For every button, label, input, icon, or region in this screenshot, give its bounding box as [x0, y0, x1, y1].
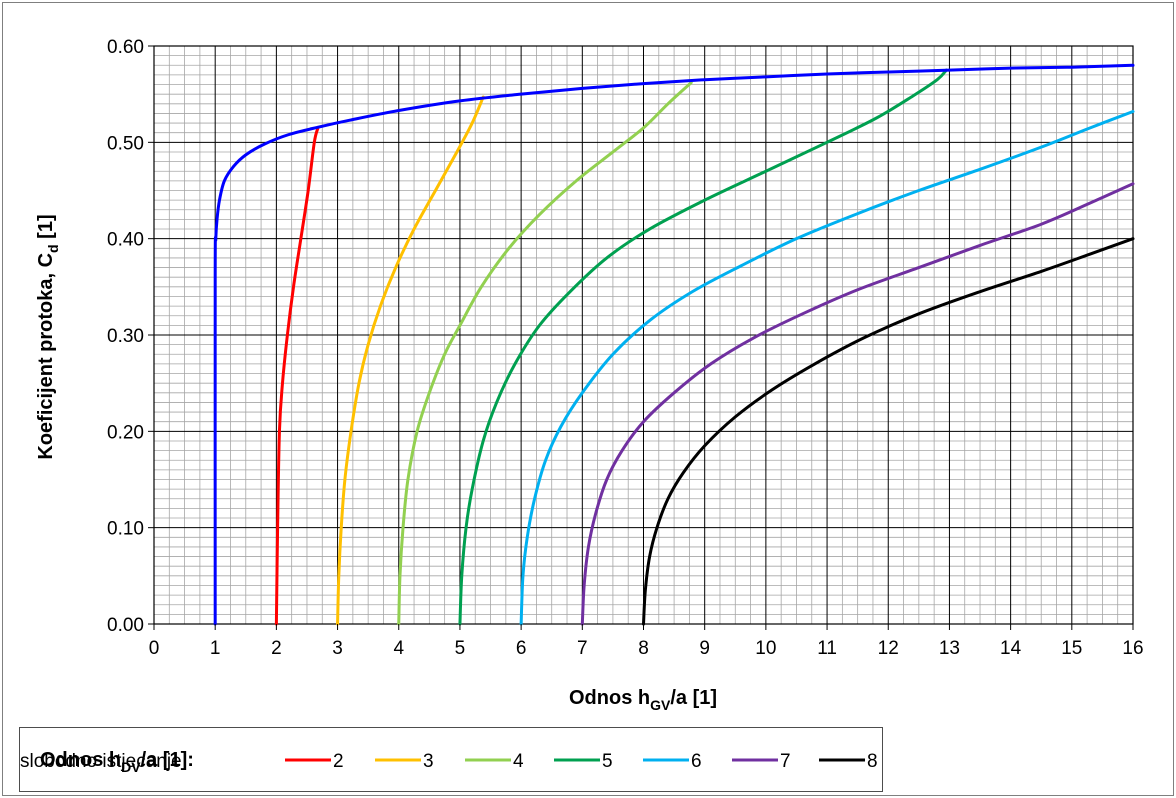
y-tick-label: 0.10 — [107, 519, 144, 540]
x-tick-label: 13 — [939, 638, 960, 659]
x-tick-label: 9 — [699, 638, 710, 659]
legend-label-5: 5 — [602, 751, 613, 772]
y-tick-label: 0.40 — [107, 230, 144, 251]
x-tick-label: 11 — [817, 638, 837, 659]
legend-canvas: Odnos hDV/a [1]: 2 3 4 5 6 7 8 slobodno istjeca… — [20, 749, 878, 775]
x-axis-title-main: Odnos h — [569, 687, 650, 709]
legend-title-tail: /a [1]: — [141, 749, 194, 771]
legend-label-4: 4 — [513, 751, 524, 772]
x-tick-label: 2 — [271, 638, 282, 659]
y-axis-title: Koeficijent protoka, Cd [1] — [35, 214, 61, 459]
y-axis-ticks: 0.00 0.10 0.20 0.30 0.40 0.50 0.60 — [107, 37, 154, 636]
series-line-slobodno-istjecanje — [213, 63, 1135, 626]
y-tick-label: 0.60 — [107, 37, 144, 58]
x-axis-title-sub: GV — [650, 697, 671, 713]
x-tick-label: 5 — [455, 638, 466, 659]
x-tick-label: 12 — [878, 638, 899, 659]
series-line-2 — [274, 126, 320, 626]
legend-title-sub: DV — [121, 759, 141, 775]
x-axis-ticks: 0 1 2 3 4 5 6 7 8 9 10 11 12 13 14 15 16 — [149, 624, 1144, 659]
x-tick-label: 14 — [1000, 638, 1022, 659]
legend-label-7: 7 — [780, 751, 791, 772]
legend-label-slobodno-istjecanje: slobodno istjecanje — [20, 751, 182, 772]
legend: Odnos hDV/a [1]: 2 3 4 5 6 7 8 slobodno istjeca… — [19, 727, 883, 792]
legend-label-2: 2 — [333, 751, 344, 772]
y-axis-title-tail: [1] — [35, 214, 57, 244]
x-tick-label: 6 — [516, 638, 527, 659]
series-line-6 — [519, 110, 1135, 626]
x-tick-label: 15 — [1061, 638, 1082, 659]
y-tick-label: 0.00 — [107, 615, 144, 636]
y-axis-title-main: Koeficijent protoka, C — [35, 253, 57, 460]
legend-label-8: 8 — [867, 751, 878, 772]
series-line-8 — [642, 237, 1135, 626]
legend-title: Odnos hDV/a [1]: — [40, 749, 194, 775]
series-line-4 — [397, 81, 693, 626]
x-axis-title: Odnos hGV/a [1] — [569, 687, 717, 713]
legend-label-3: 3 — [423, 751, 434, 772]
x-tick-label: 1 — [210, 638, 221, 659]
series-lines — [213, 63, 1135, 626]
y-tick-label: 0.30 — [107, 326, 144, 347]
series-line-5 — [458, 68, 948, 626]
series-line-3 — [336, 95, 485, 626]
legend-items: 2 3 4 5 6 7 8 slobodno istjecanje — [20, 751, 878, 772]
x-tick-label: 7 — [577, 638, 588, 659]
x-axis-title-tail: /a [1] — [670, 687, 717, 709]
y-tick-label: 0.50 — [107, 133, 144, 154]
x-tick-label: 16 — [1122, 638, 1143, 659]
y-tick-label: 0.20 — [107, 422, 144, 443]
x-tick-label: 10 — [755, 638, 776, 659]
y-axis-title-sub: d — [45, 244, 61, 253]
legend-title-main: Odnos h — [40, 749, 121, 771]
x-tick-label: 8 — [638, 638, 649, 659]
x-tick-label: 3 — [332, 638, 343, 659]
series-line-7 — [580, 182, 1135, 626]
legend-label-6: 6 — [691, 751, 702, 772]
x-tick-label: 4 — [393, 638, 404, 659]
x-tick-label: 0 — [149, 638, 160, 659]
